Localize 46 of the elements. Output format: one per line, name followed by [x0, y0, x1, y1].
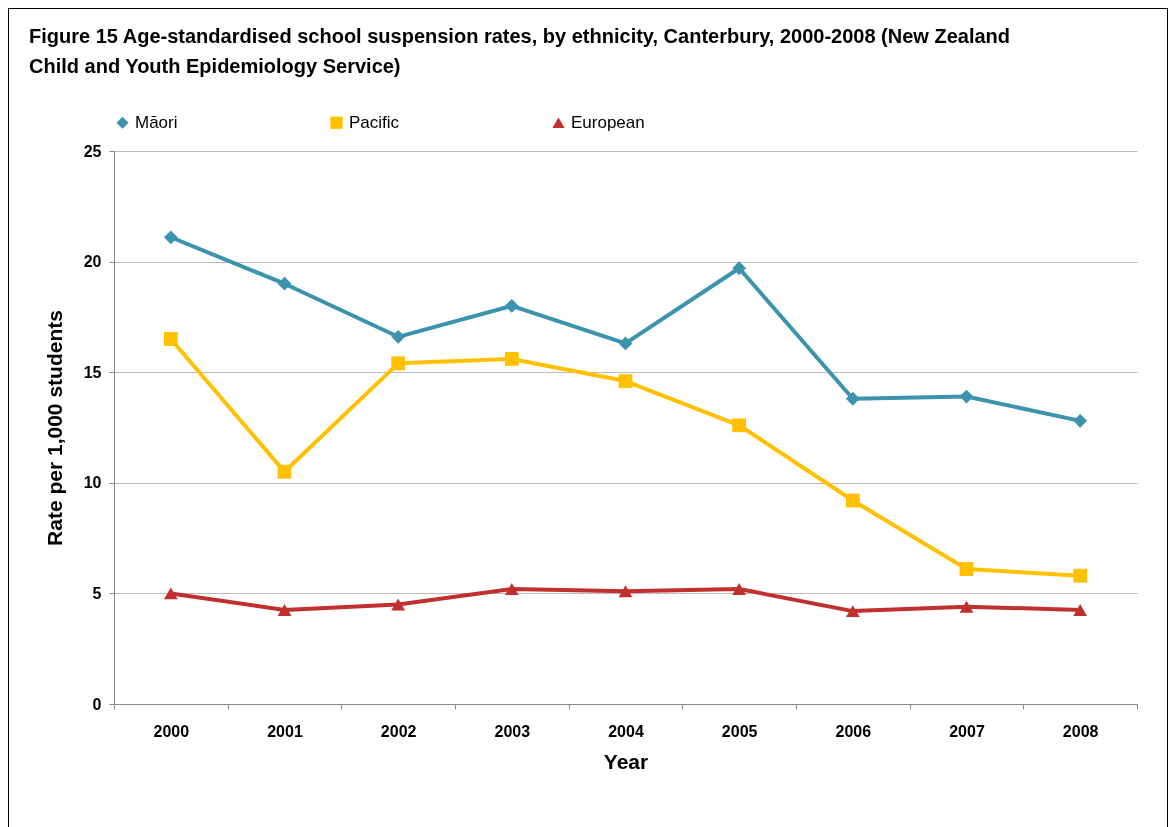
y-tick-label: 25 [83, 142, 102, 160]
point [1073, 604, 1088, 616]
x-tick-label: 2003 [494, 722, 531, 740]
y-tick-label: 15 [83, 363, 102, 381]
x-axis-title: Year [603, 749, 649, 773]
point [845, 605, 860, 618]
point [618, 374, 633, 388]
chart-title: Figure 15 Age-standardised school suspension rates, by ethnicity, Canterbury, 2000-2008 (New Zealand Child and Youth Epidemiology Service) [29, 24, 1012, 79]
point [959, 562, 974, 576]
point [391, 329, 406, 344]
x-tick-label: 2007 [949, 722, 985, 740]
point [845, 391, 860, 406]
point [732, 583, 747, 595]
legend-label: Pacific [349, 112, 400, 132]
y-tick-label: 5 [92, 584, 102, 602]
point [504, 352, 519, 366]
point [1073, 568, 1088, 583]
x-tick-label: 2002 [380, 722, 417, 740]
y-tick-label: 20 [83, 253, 102, 271]
point [163, 230, 178, 245]
point [732, 418, 747, 433]
point [391, 356, 406, 371]
point [163, 332, 178, 346]
point [277, 276, 292, 291]
point [1073, 413, 1088, 428]
x-tick-label: 2005 [721, 722, 758, 740]
point [504, 298, 519, 313]
point [732, 261, 747, 276]
point [163, 587, 178, 600]
y-tick-label: 0 [92, 695, 102, 713]
y-axis-title: Rate per 1,000 students [42, 310, 66, 546]
legend-label: Māori [135, 112, 178, 132]
point [504, 583, 519, 595]
legend-label: European [571, 112, 645, 132]
x-tick-label: 2004 [608, 722, 644, 740]
x-tick-label: 2008 [1062, 722, 1099, 740]
x-tick-label: 2001 [267, 722, 303, 740]
y-tick-label: 10 [83, 474, 102, 492]
x-tick-label: 2006 [835, 722, 872, 740]
point [277, 604, 292, 616]
point [959, 600, 974, 613]
point [845, 493, 860, 508]
point [618, 585, 633, 598]
point [391, 598, 406, 611]
point [277, 464, 292, 479]
x-tick-label: 2000 [153, 722, 190, 740]
